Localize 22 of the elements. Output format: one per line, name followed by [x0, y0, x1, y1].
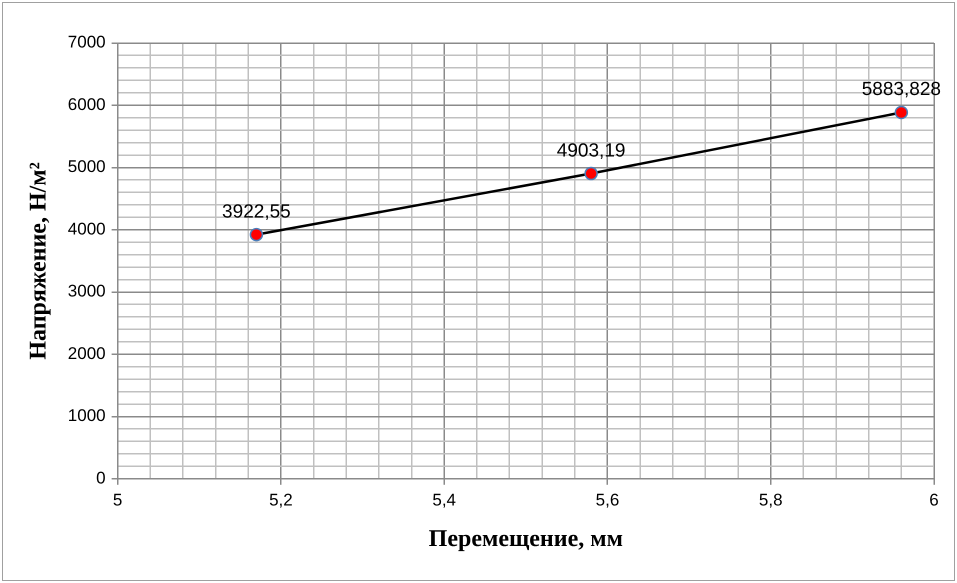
data-label: 3922,55 [222, 201, 291, 222]
point [584, 166, 598, 180]
point [250, 228, 264, 242]
point [894, 106, 908, 120]
y-tick-label: 7000 [68, 32, 106, 52]
x-tick-label: 5 [112, 490, 122, 510]
y-tick-label: 5000 [68, 157, 106, 176]
x-tick-label: 6 [929, 490, 939, 510]
y-tick-label: 3000 [68, 282, 106, 301]
x-tick-label: 5,4 [432, 490, 456, 510]
y-tick-label: 0 [96, 468, 106, 488]
x-tick-label: 5,2 [269, 490, 293, 510]
x-axis-title: Перемещение, мм [428, 526, 623, 552]
y-tick-label: 1000 [68, 406, 106, 426]
x-tick-label: 5,8 [758, 490, 783, 510]
data-label: 5883,828 [862, 79, 941, 100]
data-label: 4903,19 [556, 140, 626, 162]
y-axis-title: Напряжение, Н/м² [26, 162, 52, 360]
x-tick-label: 5,6 [596, 490, 620, 510]
y-tick-label: 6000 [68, 94, 106, 114]
y-tick-label: 4000 [68, 219, 106, 238]
y-tick-label: 2000 [68, 344, 106, 363]
